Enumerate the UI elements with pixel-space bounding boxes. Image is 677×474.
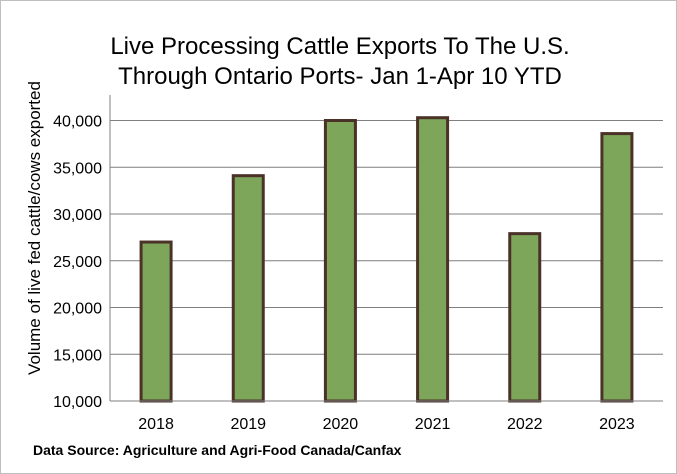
chart-title-line-1: Live Processing Cattle Exports To The U.… [110,33,569,60]
y-tick-labels: 10,000 15,000 20,000 25,000 30,000 35,000 40,0… [53,114,102,411]
y-tick-label: 40,000 [53,114,102,131]
bar-2022 [508,232,542,403]
y-tick-label: 15,000 [53,347,102,364]
bar-2020 [323,119,357,403]
x-tick-label: 2023 [599,416,635,433]
x-tick-label: 2018 [138,416,174,433]
x-tick-labels: 2018 2019 2020 2021 2022 2023 [138,416,635,433]
chart-title: Live Processing Cattle Exports To The U.… [110,33,569,90]
axes [109,95,663,402]
y-tick-label: 10,000 [53,394,102,411]
bars [139,116,634,403]
bar-2019 [231,174,265,403]
bar-2021 [416,116,450,403]
y-tick-label: 20,000 [53,301,102,318]
chart-title-line-2: Through Ontario Ports- Jan 1-Apr 10 YTD [118,63,562,90]
y-tick-label: 35,000 [53,160,102,177]
y-tick-label: 25,000 [53,254,102,271]
y-axis-label: Volume of live fed cattle/cows exported [25,81,44,375]
bar-2018 [139,240,173,403]
x-tick-label: 2021 [415,416,451,433]
x-tick-label: 2019 [230,416,266,433]
y-tick-label: 30,000 [53,207,102,224]
data-source-note: Data Source: Agriculture and Agri-Food C… [33,442,402,458]
gridlines [110,120,663,355]
bar-2023 [600,132,634,403]
x-tick-label: 2020 [323,416,359,433]
x-tick-label: 2022 [507,416,543,433]
